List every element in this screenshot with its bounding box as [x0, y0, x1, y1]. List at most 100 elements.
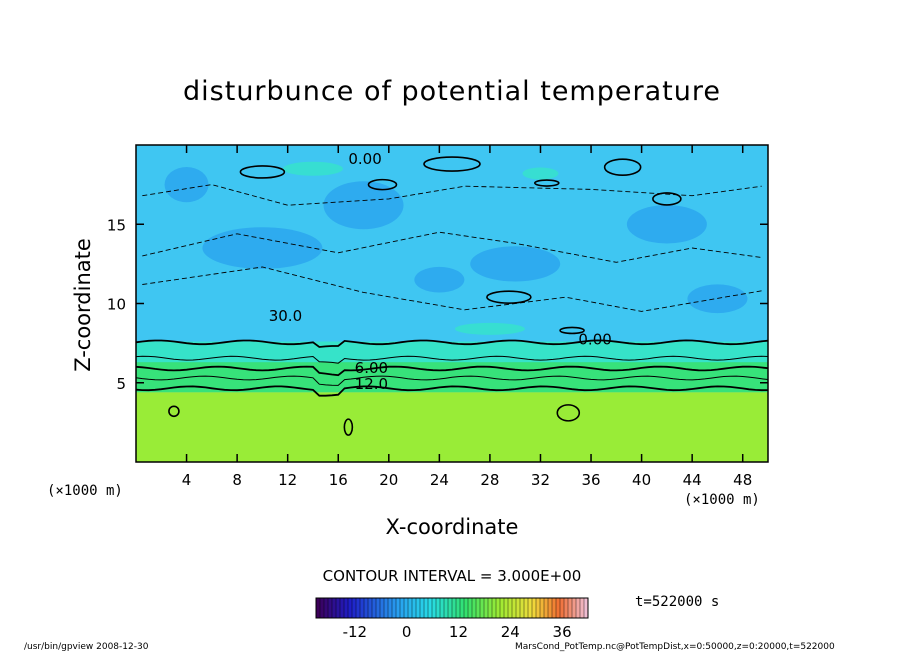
colorbar-cell-15	[376, 598, 381, 618]
x-unit-label-left: (×1000 m)	[47, 483, 123, 499]
colorbar-cell-61	[560, 598, 565, 618]
contour-loop-8	[168, 405, 180, 418]
colorbar-cell-62	[564, 598, 569, 618]
x-tick-label-5: 24	[430, 471, 449, 489]
colorbar-cell-37	[464, 598, 469, 618]
colorbar-cell-6	[340, 598, 345, 618]
colorbar-cell-12	[364, 598, 369, 618]
colorbar-cell-29	[432, 598, 437, 618]
field-lower	[136, 392, 768, 462]
colorbar-cell-58	[548, 598, 553, 618]
colorbar-cell-28	[428, 598, 433, 618]
colorbar-cell-21	[400, 598, 405, 618]
time-label: t=522000 s	[635, 594, 720, 610]
colorbar-cell-57	[544, 598, 549, 618]
y-tick-label-1: 10	[107, 296, 126, 314]
x-tick-label-10: 44	[683, 471, 702, 489]
colorbar-cell-4	[332, 598, 337, 618]
x-tick-label-0: 4	[182, 471, 192, 489]
colorbar-cell-17	[384, 598, 389, 618]
colorbar-cell-26	[420, 598, 425, 618]
colorbar-cell-52	[524, 598, 529, 618]
colorbar-cell-33	[448, 598, 453, 618]
x-tick-label-8: 36	[581, 471, 600, 489]
colorbar-cell-11	[360, 598, 365, 618]
colorbar-cell-56	[540, 598, 545, 618]
colorbar-cell-50	[516, 598, 521, 618]
contour-loop-3	[603, 158, 642, 176]
x-tick-label-2: 12	[278, 471, 297, 489]
contour-loop-2	[367, 178, 398, 191]
colorbar-cell-20	[396, 598, 401, 618]
contour-label-1: 0.00	[578, 331, 611, 349]
x-unit-label-right: (×1000 m)	[684, 492, 760, 508]
colorbar-cell-24	[412, 598, 417, 618]
contour-line-2	[135, 365, 769, 377]
colorbar-cell-65	[576, 598, 581, 618]
contour-label-0: 0.00	[348, 150, 381, 168]
footer-source: MarsCond_PotTemp.nc@PotTempDist,x=0:5000…	[515, 642, 835, 652]
contour-loop-4	[652, 192, 682, 206]
colorbar-cell-64	[572, 598, 577, 618]
contour-line-0	[135, 339, 769, 348]
contour-dashed-2	[142, 266, 762, 312]
colorbar-cell-55	[536, 598, 541, 618]
colorbar-cell-41	[480, 598, 485, 618]
colorbar-tick-label-2: 12	[449, 623, 468, 641]
contour-line-3	[135, 375, 769, 386]
colorbar-cell-46	[500, 598, 505, 618]
colorbar-cell-38	[468, 598, 473, 618]
colorbar-cell-35	[456, 598, 461, 618]
colorbar-cell-42	[484, 598, 489, 618]
field-blob-5	[414, 266, 465, 293]
x-tick-label-4: 20	[379, 471, 398, 489]
colorbar-cell-0	[316, 598, 321, 618]
colorbar-cell-59	[552, 598, 557, 618]
colorbar-tick-label-3: 24	[501, 623, 520, 641]
colorbar-cell-18	[388, 598, 393, 618]
y-tick-label-0: 5	[116, 375, 126, 393]
x-tick-label-7: 32	[531, 471, 550, 489]
contour-dashed-1	[142, 231, 762, 263]
contour-line-1	[135, 355, 769, 364]
colorbar-cell-51	[520, 598, 525, 618]
contour-line-4	[135, 385, 769, 397]
colorbar-cell-16	[380, 598, 385, 618]
colorbar-tick-label-1: 0	[402, 623, 412, 641]
colorbar-cell-27	[424, 598, 429, 618]
contour-loop-9	[556, 404, 581, 422]
colorbar-cell-9	[352, 598, 357, 618]
contour-label-4: 30.0	[269, 307, 302, 325]
contour-loop-5	[533, 179, 560, 187]
field-band-teal	[136, 341, 768, 363]
field-teal-1	[282, 161, 343, 176]
footer-command: /usr/bin/gpview 2008-12-30	[24, 642, 149, 652]
x-tick-label-1: 8	[232, 471, 242, 489]
colorbar-tick-label-4: 36	[553, 623, 572, 641]
colorbar-cell-48	[508, 598, 513, 618]
field-blob-4	[626, 205, 707, 244]
colorbar-cell-66	[580, 598, 585, 618]
colorbar-cell-31	[440, 598, 445, 618]
field-blob-1	[323, 181, 404, 230]
colorbar-cell-22	[404, 598, 409, 618]
colorbar-cell-19	[392, 598, 397, 618]
contour-interval-label: CONTOUR INTERVAL = 3.000E+00	[322, 567, 582, 585]
colorbar-cell-40	[476, 598, 481, 618]
colorbar-cell-47	[504, 598, 509, 618]
colorbar-cell-14	[372, 598, 377, 618]
contour-label-2: 6.00	[355, 359, 388, 377]
colorbar-cell-60	[556, 598, 561, 618]
x-tick-label-3: 16	[329, 471, 348, 489]
y-tick-label-2: 15	[107, 216, 126, 234]
colorbar-cell-25	[416, 598, 421, 618]
colorbar-cell-53	[528, 598, 533, 618]
field-blob-0	[164, 167, 209, 203]
colorbar-cell-63	[568, 598, 573, 618]
colorbar-cell-67	[584, 598, 589, 618]
colorbar-cell-23	[408, 598, 413, 618]
colorbar-cell-5	[336, 598, 341, 618]
colorbar-cell-34	[452, 598, 457, 618]
contour-loop-10	[343, 418, 354, 436]
